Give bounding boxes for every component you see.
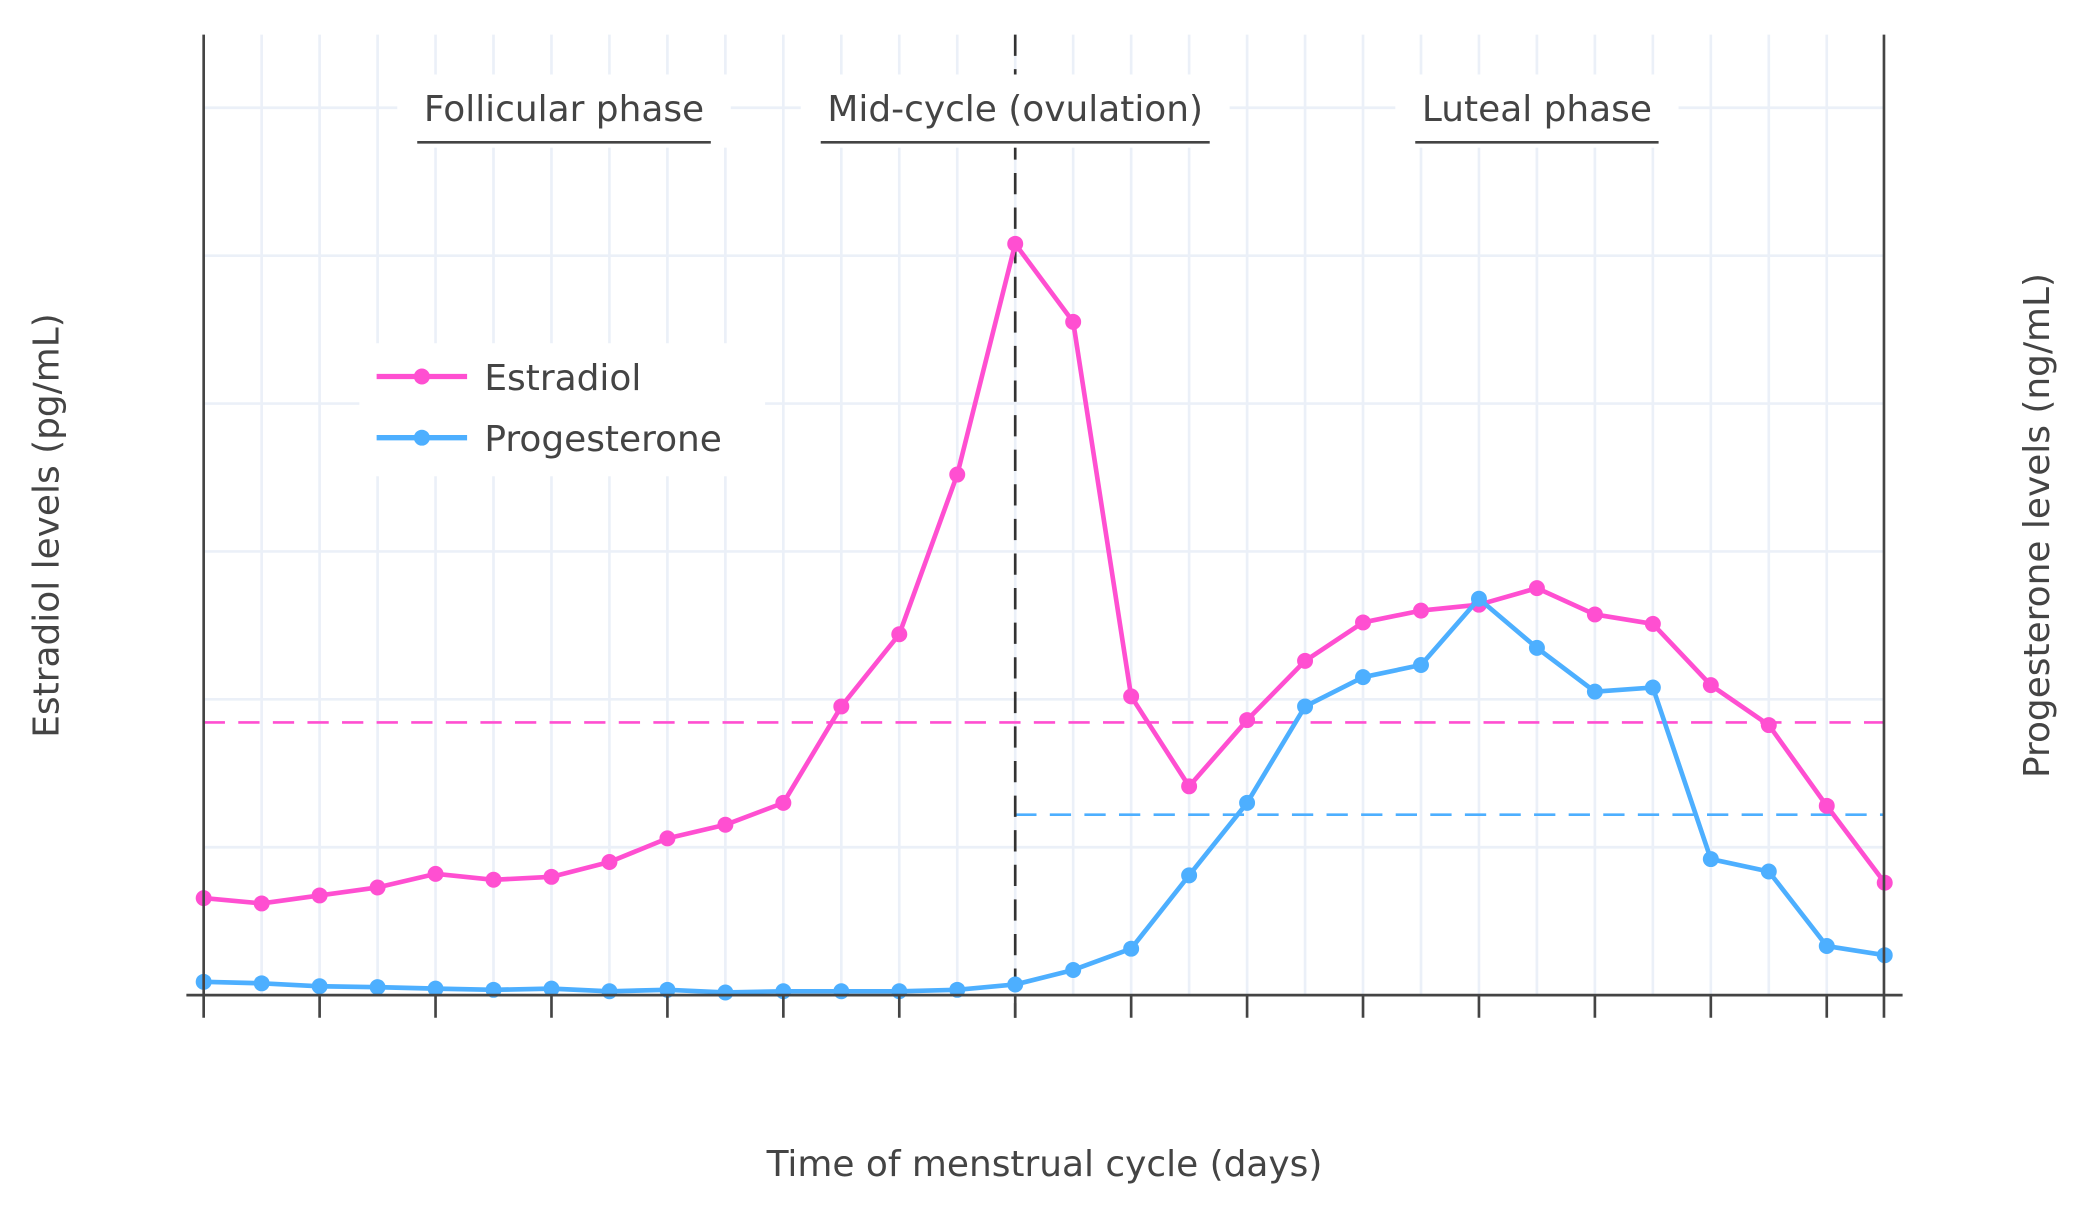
progesterone-point <box>1586 683 1603 700</box>
legend-marker-estradiol <box>413 368 430 385</box>
series-layer <box>195 235 1893 1001</box>
progesterone-point <box>369 979 386 996</box>
progesterone-point <box>1702 851 1719 868</box>
progesterone-point <box>1065 962 1082 978</box>
progesterone-point <box>543 980 560 997</box>
estradiol-line <box>203 241 1887 906</box>
progesterone-point <box>659 981 676 998</box>
estradiol-point <box>891 626 908 643</box>
estradiol-point <box>775 794 792 811</box>
estradiol-point <box>1007 235 1024 252</box>
estradiol-point <box>543 868 560 885</box>
estradiol-point <box>1181 778 1198 795</box>
phase-label-background <box>1395 74 1679 148</box>
phase-annotation: Follicular phase <box>397 74 731 148</box>
estradiol-point <box>1123 688 1140 705</box>
y-axis-title: Estradiol levels (pg/mL) <box>27 313 68 738</box>
estradiol-point <box>949 466 966 483</box>
estradiol-point <box>1297 652 1314 669</box>
legend[interactable]: Estradiol Progesterone <box>359 343 766 477</box>
progesterone-point <box>1818 938 1835 955</box>
progesterone-point <box>253 975 270 992</box>
progesterone-point <box>485 981 502 998</box>
progesterone-point <box>717 984 734 1001</box>
x-axis-title: Time of menstrual cycle (days) <box>766 1144 1323 1185</box>
progesterone-point <box>601 983 618 1000</box>
estradiol-point <box>1528 580 1545 597</box>
legend-item-progesterone[interactable]: Progesterone <box>376 419 722 460</box>
estradiol-point <box>833 698 850 715</box>
estradiol-point <box>427 865 444 882</box>
progesterone-point <box>1297 698 1314 715</box>
phase-label-background <box>397 74 731 148</box>
estradiol-point <box>369 879 386 896</box>
progesterone-point <box>427 980 444 997</box>
progesterone-line <box>203 596 1886 995</box>
progesterone-point <box>1007 976 1024 993</box>
estradiol-point <box>1239 712 1256 729</box>
progesterone-point <box>1181 867 1198 884</box>
phase-label: Mid-cycle (ovulation) <box>827 89 1203 130</box>
phase-label: Follicular phase <box>424 89 704 130</box>
estradiol-point <box>1413 602 1429 619</box>
y2-axis-title: Progesterone levels (ng/mL) <box>2017 273 2058 778</box>
progesterone-point <box>833 983 850 1000</box>
estradiol-point <box>253 895 270 912</box>
estradiol-point <box>1702 677 1719 694</box>
progesterone-point <box>1123 940 1140 957</box>
grid <box>203 34 1884 996</box>
estradiol-point <box>1818 797 1835 814</box>
estradiol-point <box>659 830 676 847</box>
estradiol-point <box>311 887 328 904</box>
legend-item-estradiol[interactable]: Estradiol <box>376 358 642 399</box>
progesterone-point <box>1644 679 1661 696</box>
estradiol-point <box>717 816 734 833</box>
progesterone-point <box>1528 639 1545 656</box>
estradiol-point <box>485 871 502 888</box>
phase-annotation: Luteal phase <box>1395 74 1679 148</box>
phase-annotation: Mid-cycle (ovulation) <box>800 74 1230 148</box>
estradiol-point <box>1065 313 1082 330</box>
estradiol-point <box>1355 614 1372 631</box>
legend-marker-progesterone <box>413 429 430 446</box>
estradiol-point <box>1644 615 1661 632</box>
progesterone-point <box>1239 794 1256 811</box>
legend-label-estradiol: Estradiol <box>484 358 641 399</box>
legend-background <box>359 343 766 477</box>
estradiol-point <box>601 854 618 871</box>
progesterone-point <box>1413 657 1429 674</box>
phase-label-background <box>800 74 1230 148</box>
estradiol-point <box>1586 606 1603 623</box>
progesterone-point <box>1355 669 1372 686</box>
estradiol-point <box>1760 717 1777 734</box>
phase-annotations: Follicular phase Mid-cycle (ovulation) Lut… <box>397 74 1679 148</box>
phase-label: Luteal phase <box>1422 89 1652 130</box>
axes <box>186 34 1903 1018</box>
progesterone-point <box>311 978 328 995</box>
legend-label-progesterone: Progesterone <box>484 419 722 460</box>
reference-lines <box>203 34 1884 1018</box>
progesterone-point <box>1470 590 1487 607</box>
progesterone-point <box>1760 863 1777 880</box>
progesterone-point <box>949 981 966 998</box>
